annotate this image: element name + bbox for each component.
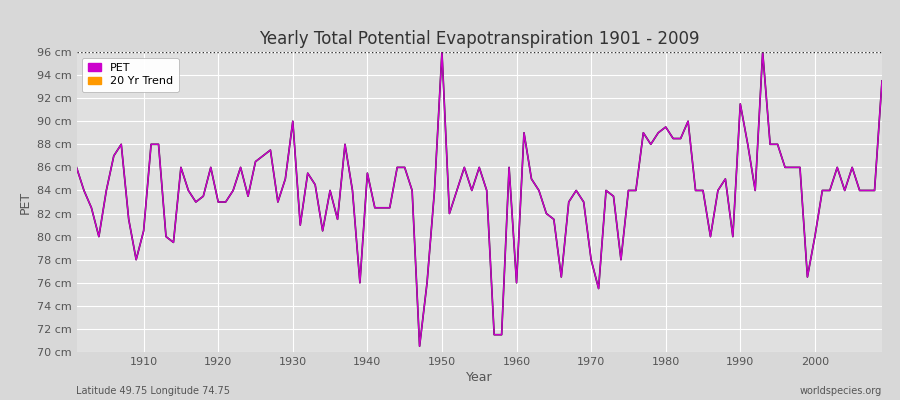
Y-axis label: PET: PET <box>18 190 32 214</box>
X-axis label: Year: Year <box>466 371 492 384</box>
Text: Latitude 49.75 Longitude 74.75: Latitude 49.75 Longitude 74.75 <box>76 386 230 396</box>
Text: worldspecies.org: worldspecies.org <box>800 386 882 396</box>
Legend: PET, 20 Yr Trend: PET, 20 Yr Trend <box>82 58 178 92</box>
Title: Yearly Total Potential Evapotranspiration 1901 - 2009: Yearly Total Potential Evapotranspiratio… <box>259 30 699 48</box>
